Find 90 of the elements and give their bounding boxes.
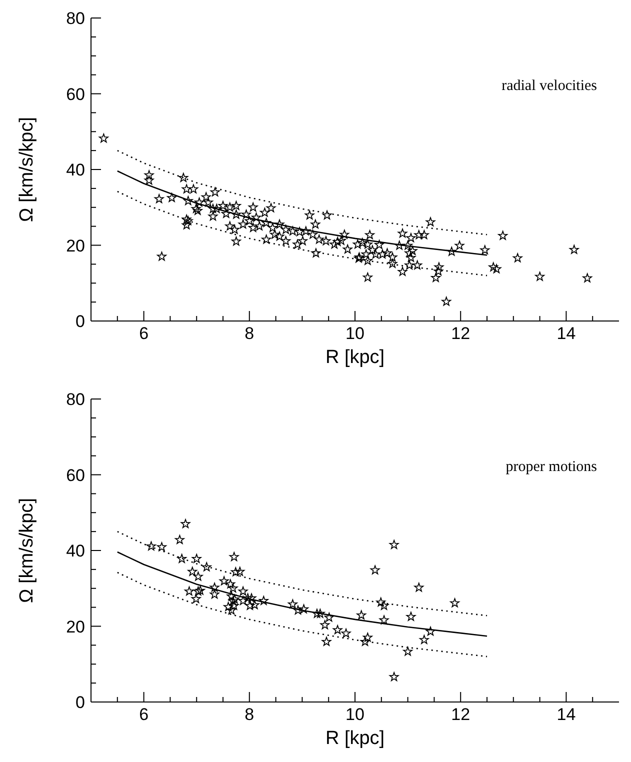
line-series	[116, 150, 488, 236]
x-axis-title: R [kpc]	[325, 347, 385, 368]
x-tick-label: 14	[556, 324, 576, 343]
point	[356, 610, 366, 620]
point	[299, 604, 309, 614]
point	[379, 600, 389, 610]
point	[360, 636, 370, 646]
point	[177, 554, 187, 563]
point	[389, 540, 399, 549]
point	[419, 634, 429, 644]
y-tick-label: 60	[66, 466, 85, 485]
point	[238, 596, 248, 605]
point	[174, 534, 184, 544]
y-axis-title: Ω [km/s/kpc]	[16, 117, 38, 222]
point	[389, 672, 399, 682]
x-tick-label: 14	[556, 705, 576, 724]
point	[243, 593, 253, 602]
y-axis-title: Ω [km/s/kpc]	[16, 498, 38, 603]
point	[180, 519, 190, 528]
point	[226, 591, 236, 600]
point	[362, 632, 372, 642]
point	[210, 582, 220, 592]
point	[414, 582, 424, 592]
point	[320, 620, 330, 630]
point	[219, 576, 229, 586]
point	[315, 608, 325, 618]
point	[157, 542, 166, 552]
x-tick-label: 12	[451, 705, 470, 724]
point	[332, 625, 342, 634]
point	[322, 636, 332, 646]
point	[193, 586, 203, 596]
y-tick-label: 60	[66, 84, 85, 104]
point	[146, 541, 156, 550]
x-tick-label: 8	[244, 705, 254, 724]
y-tick-label: 0	[76, 312, 85, 331]
point	[238, 586, 248, 596]
line-series	[116, 572, 488, 658]
y-tick-label: 80	[66, 390, 85, 409]
point	[188, 566, 198, 576]
x-tick-label: 6	[139, 324, 149, 343]
y-tick-label: 40	[66, 542, 85, 560]
point	[196, 586, 206, 595]
point	[288, 599, 298, 608]
point	[210, 589, 220, 599]
point	[406, 612, 416, 621]
point	[224, 602, 234, 612]
point	[226, 579, 236, 588]
x-tick-label: 12	[451, 324, 470, 343]
x-tick-label: 6	[139, 705, 149, 724]
x-axis-title: R [kpc]	[325, 728, 385, 749]
point	[226, 605, 236, 614]
point	[245, 600, 255, 610]
point	[184, 586, 194, 596]
point	[324, 612, 334, 622]
point	[228, 596, 238, 606]
point	[235, 566, 245, 576]
point	[426, 626, 436, 636]
point	[379, 615, 389, 624]
point	[450, 598, 460, 608]
y-tick-label: 80	[66, 9, 85, 28]
point	[228, 583, 238, 592]
annotation: proper motions	[506, 459, 597, 476]
line-series	[116, 190, 488, 276]
point	[202, 562, 212, 572]
point	[370, 565, 380, 574]
point	[403, 646, 413, 656]
point	[258, 596, 268, 605]
point	[376, 597, 386, 606]
y-tick-label: 20	[66, 236, 85, 256]
point	[250, 600, 260, 610]
point	[230, 594, 240, 604]
point	[229, 600, 239, 610]
annotation: radial velocities	[502, 78, 597, 95]
line-series	[116, 551, 488, 637]
point	[229, 552, 239, 562]
y-tick-label: 20	[66, 617, 85, 636]
line-series	[116, 530, 488, 616]
x-tick-label: 8	[244, 324, 254, 343]
point	[246, 593, 256, 602]
point	[293, 605, 303, 614]
point	[192, 554, 202, 563]
point	[193, 572, 203, 581]
x-tick-label: 10	[346, 324, 364, 343]
point	[191, 594, 201, 604]
point	[312, 608, 322, 618]
point	[230, 567, 240, 576]
x-tick-label: 10	[346, 705, 364, 724]
y-tick-label: 40	[66, 160, 85, 180]
y-tick-label: 0	[76, 693, 85, 712]
point	[341, 628, 351, 638]
